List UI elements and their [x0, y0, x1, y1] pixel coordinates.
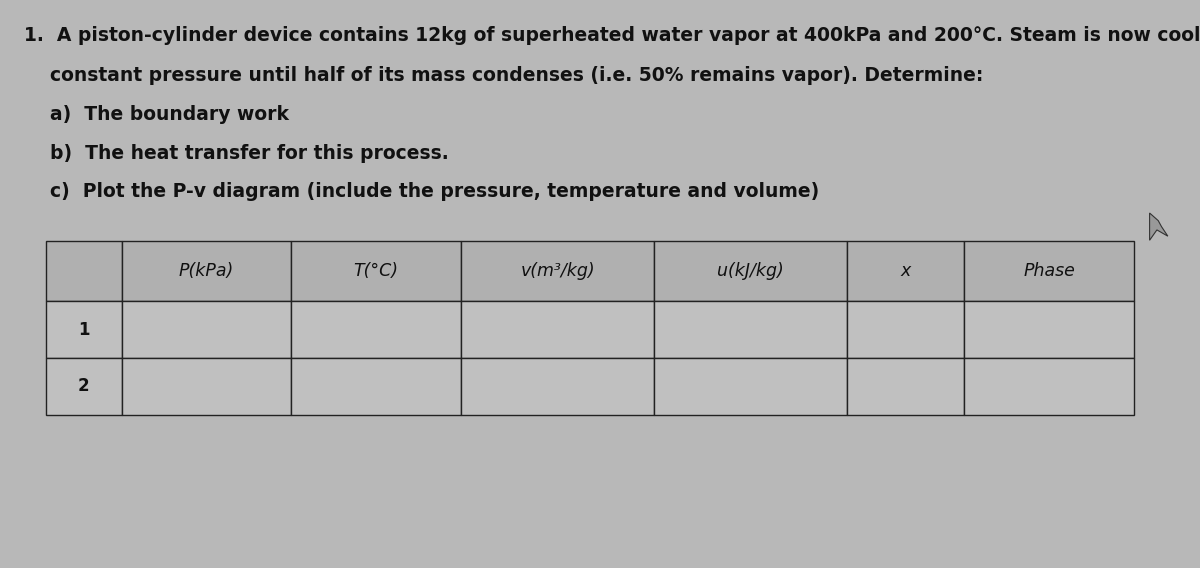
Bar — [654, 241, 847, 301]
Bar — [292, 241, 461, 301]
Text: 1: 1 — [78, 320, 89, 339]
Text: v(m³/kg): v(m³/kg) — [521, 262, 595, 280]
Bar — [121, 241, 292, 301]
Bar — [654, 358, 847, 415]
Bar — [965, 241, 1134, 301]
Bar — [654, 301, 847, 358]
Text: Phase: Phase — [1024, 262, 1075, 280]
Text: x: x — [901, 262, 911, 280]
Bar — [292, 301, 461, 358]
Bar — [847, 301, 965, 358]
Bar — [46, 358, 121, 415]
Bar — [847, 241, 965, 301]
Bar — [461, 241, 654, 301]
Text: 2: 2 — [78, 377, 90, 395]
Bar — [965, 301, 1134, 358]
Text: P(kPa): P(kPa) — [179, 262, 234, 280]
Bar — [121, 358, 292, 415]
Text: b)  The heat transfer for this process.: b) The heat transfer for this process. — [24, 144, 449, 162]
Bar — [292, 358, 461, 415]
Text: a)  The boundary work: a) The boundary work — [24, 105, 289, 124]
Bar — [461, 358, 654, 415]
Text: u(kJ/kg): u(kJ/kg) — [718, 262, 784, 280]
Bar — [461, 301, 654, 358]
Text: T(°C): T(°C) — [354, 262, 398, 280]
Text: constant pressure until half of its mass condenses (i.e. 50% remains vapor). Det: constant pressure until half of its mass… — [24, 66, 983, 85]
Text: c)  Plot the P-v diagram (include the pressure, temperature and volume): c) Plot the P-v diagram (include the pre… — [24, 182, 820, 201]
Bar — [46, 301, 121, 358]
Bar — [847, 358, 965, 415]
Polygon shape — [1150, 213, 1168, 240]
Bar — [46, 241, 121, 301]
Text: 1.  A piston-cylinder device contains 12kg of superheated water vapor at 400kPa : 1. A piston-cylinder device contains 12k… — [24, 26, 1200, 44]
Bar — [121, 301, 292, 358]
Bar — [965, 358, 1134, 415]
